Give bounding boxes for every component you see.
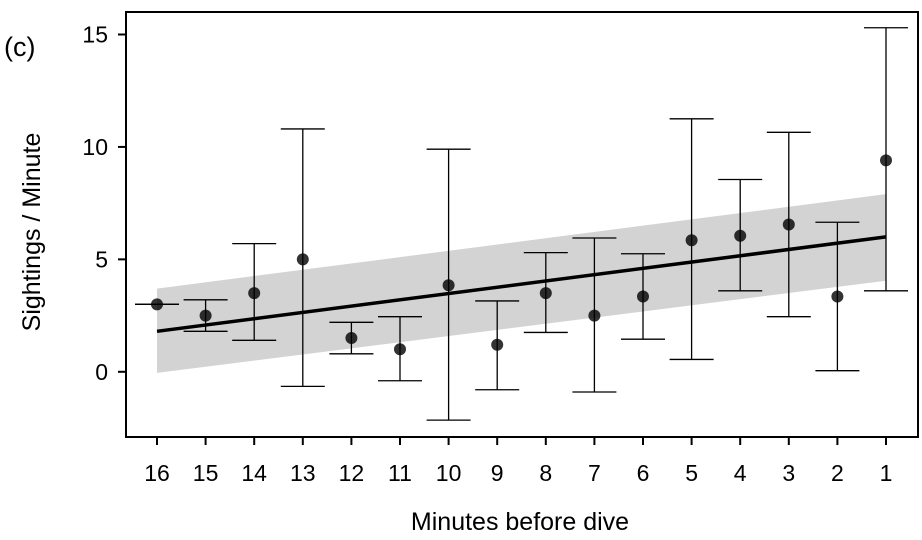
data-point — [782, 218, 795, 231]
plot-frame — [125, 11, 919, 438]
data-point — [880, 154, 892, 167]
data-point — [442, 279, 455, 292]
error-bar-group — [523, 251, 568, 334]
y-tick-label: 15 — [82, 21, 108, 47]
data-point — [394, 343, 406, 356]
data-point — [248, 287, 261, 300]
x-tick-label: 9 — [491, 460, 504, 486]
x-tick-label: 16 — [144, 460, 170, 486]
error-bar-group — [135, 298, 179, 311]
x-tick-label: 1 — [880, 460, 893, 486]
x-tick-label: 7 — [588, 460, 601, 486]
error-bar-group — [766, 131, 811, 318]
data-point — [685, 234, 698, 247]
data-point — [491, 338, 504, 351]
panel-label: (c) — [4, 32, 35, 62]
x-tick-label: 3 — [782, 460, 795, 486]
data-point — [831, 290, 844, 303]
error-bar-group — [426, 148, 471, 421]
plot-area: 0 5 10 15 16 15 14 13 12 11 10 9 8 7 6 5 4 3 2 1 — [82, 11, 919, 486]
x-tick-label: 4 — [734, 460, 747, 486]
y-tick-label: 0 — [95, 359, 108, 385]
data-point — [151, 298, 163, 311]
error-bar-group — [232, 242, 277, 341]
data-point — [539, 287, 552, 300]
x-tick-label: 5 — [685, 460, 698, 486]
data-point — [637, 290, 649, 303]
data-point — [199, 309, 212, 322]
x-tick-label: 10 — [436, 460, 462, 486]
error-bar-group — [718, 178, 763, 292]
error-bar-group — [864, 27, 908, 292]
y-axis-label: Sightings / Minute — [18, 133, 46, 332]
x-axis-label: Minutes before dive — [411, 508, 629, 536]
x-tick-label: 2 — [831, 460, 844, 486]
data-point — [296, 253, 309, 266]
error-bar-group — [378, 316, 422, 382]
trend-line — [156, 235, 887, 334]
y-tick-label: 10 — [82, 134, 108, 160]
x-tick-label: 13 — [290, 460, 316, 486]
error-bar-group — [669, 118, 714, 361]
x-tick-label: 12 — [339, 460, 365, 486]
error-bar-group — [329, 321, 374, 355]
x-tick-label: 11 — [388, 460, 412, 486]
error-bar-group — [621, 253, 665, 340]
error-bar-group — [815, 221, 860, 372]
data-point — [734, 229, 747, 242]
data-point — [588, 309, 601, 322]
x-tick-label: 15 — [193, 460, 219, 486]
x-tick-label: 6 — [637, 460, 650, 486]
data-point — [345, 332, 358, 345]
x-tick-label: 8 — [539, 460, 552, 486]
error-bar-group — [280, 128, 325, 388]
error-bar-group — [475, 300, 520, 391]
error-bar-group — [572, 237, 617, 393]
error-bar-group — [183, 299, 228, 332]
x-tick-label: 14 — [241, 460, 267, 486]
y-tick-label: 5 — [95, 246, 108, 272]
